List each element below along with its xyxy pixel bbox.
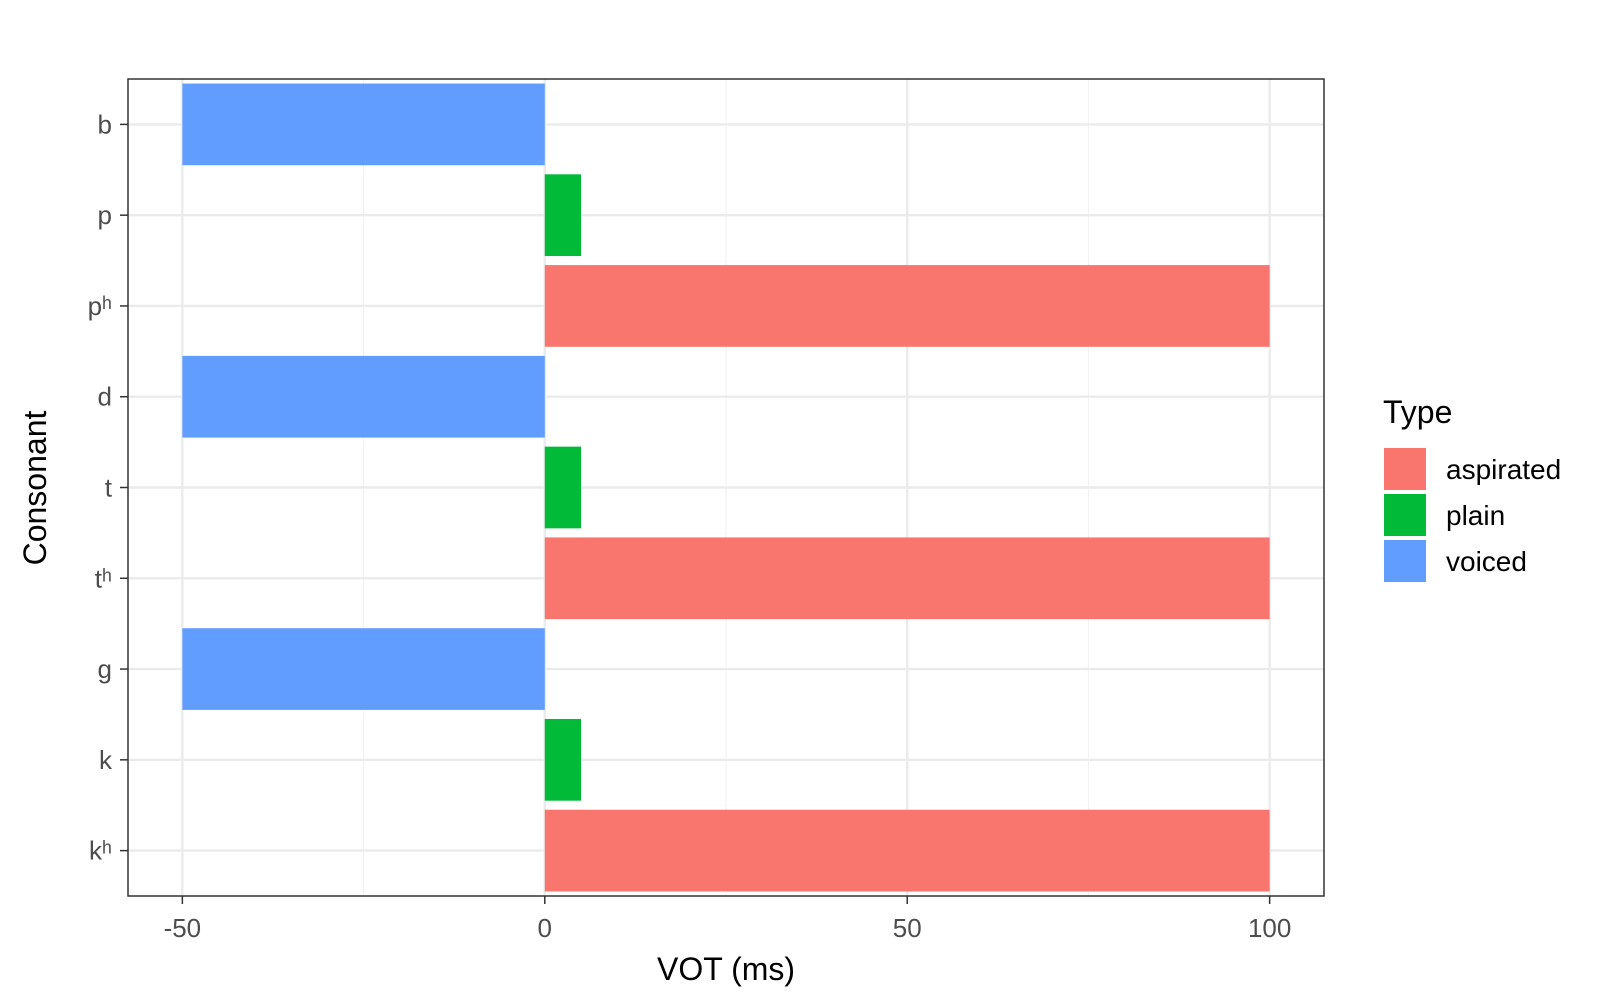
legend-label-voiced: voiced bbox=[1446, 546, 1527, 577]
y-axis-title: Consonant bbox=[17, 411, 53, 566]
x-axis: -50 0 50 100 bbox=[164, 896, 1291, 943]
bar-plain bbox=[544, 446, 582, 529]
bar-plain bbox=[544, 718, 582, 801]
x-tick-label: -50 bbox=[164, 913, 202, 943]
y-tick-label: pʰ bbox=[88, 291, 112, 321]
x-tick-label: 0 bbox=[538, 913, 552, 943]
bar-plain bbox=[544, 174, 582, 257]
legend-label-plain: plain bbox=[1446, 500, 1505, 531]
bar-voiced bbox=[182, 628, 545, 710]
y-tick-label: kʰ bbox=[89, 836, 112, 866]
x-axis-title: VOT (ms) bbox=[657, 951, 795, 987]
y-tick-label: d bbox=[98, 382, 112, 412]
bar-voiced bbox=[182, 355, 545, 438]
legend-key-voiced bbox=[1384, 540, 1426, 582]
legend-label-aspirated: aspirated bbox=[1446, 454, 1561, 485]
bar-aspirated bbox=[544, 537, 1270, 620]
legend-title: Type bbox=[1383, 394, 1452, 430]
bar-voiced bbox=[182, 83, 545, 166]
y-axis: b p pʰ d t tʰ g k kʰ bbox=[88, 109, 128, 866]
bars bbox=[182, 83, 1270, 892]
legend: Type aspirated plain voiced bbox=[1383, 394, 1561, 582]
x-tick-label: 50 bbox=[893, 913, 922, 943]
x-tick-label: 100 bbox=[1248, 913, 1291, 943]
y-tick-label: t bbox=[105, 473, 113, 503]
y-tick-label: k bbox=[99, 745, 113, 775]
legend-key-plain bbox=[1384, 494, 1426, 536]
bar-aspirated bbox=[544, 809, 1270, 892]
y-tick-label: b bbox=[98, 109, 112, 139]
legend-key-aspirated bbox=[1384, 448, 1426, 490]
bar-aspirated bbox=[544, 265, 1270, 347]
y-tick-label: tʰ bbox=[95, 563, 112, 593]
y-tick-label: p bbox=[98, 200, 112, 230]
y-tick-label: g bbox=[98, 654, 112, 684]
